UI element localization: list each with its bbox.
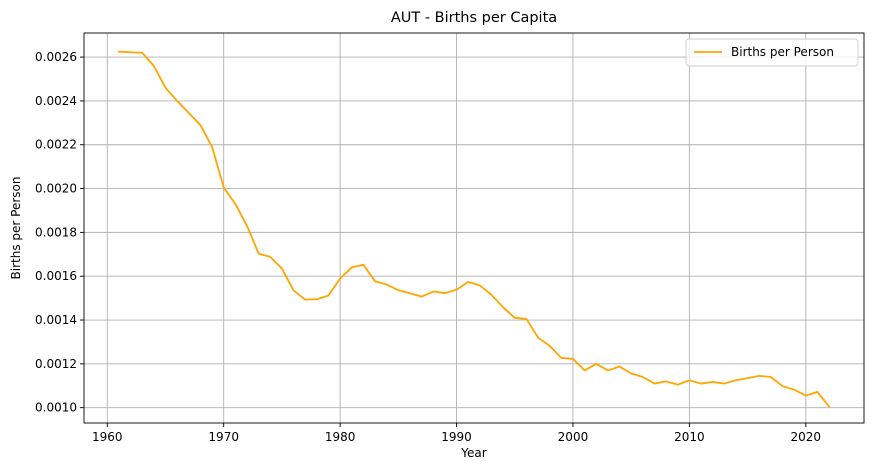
x-tick-label: 1960: [92, 430, 123, 444]
x-tick-label: 1970: [208, 430, 239, 444]
y-tick-label: 0.0016: [35, 269, 77, 283]
y-axis-label: Births per Person: [9, 177, 23, 280]
series-line-births-per-person: [117, 50, 831, 408]
y-tick-label: 0.0018: [35, 225, 77, 239]
x-tick-label: 1990: [441, 430, 472, 444]
x-tick-label: 2020: [791, 430, 822, 444]
x-tick-label: 2000: [558, 430, 589, 444]
x-tick-label: 2010: [674, 430, 705, 444]
ticks: 1960 1970 1980 1990 2000 2010 2020 0.0010 0.0012…: [35, 50, 821, 444]
y-tick-label: 0.0024: [35, 94, 77, 108]
x-tick-label: 1980: [325, 430, 356, 444]
x-axis-label: Year: [460, 446, 486, 460]
plot-frame: [83, 32, 865, 424]
legend-box: [685, 38, 859, 67]
chart-title: AUT - Births per Capita: [391, 10, 557, 26]
y-tick-label: 0.0010: [35, 401, 77, 415]
y-tick-label: 0.0022: [35, 138, 77, 152]
legend: Births per Person: [685, 38, 859, 67]
y-tick-label: 0.0020: [35, 182, 77, 196]
grid: [84, 33, 864, 423]
series-layer: [117, 50, 831, 408]
y-tick-label: 0.0026: [35, 50, 77, 64]
legend-label: Births per Person: [731, 45, 834, 59]
y-tick-label: 0.0014: [35, 313, 77, 327]
y-tick-label: 0.0012: [35, 357, 77, 371]
